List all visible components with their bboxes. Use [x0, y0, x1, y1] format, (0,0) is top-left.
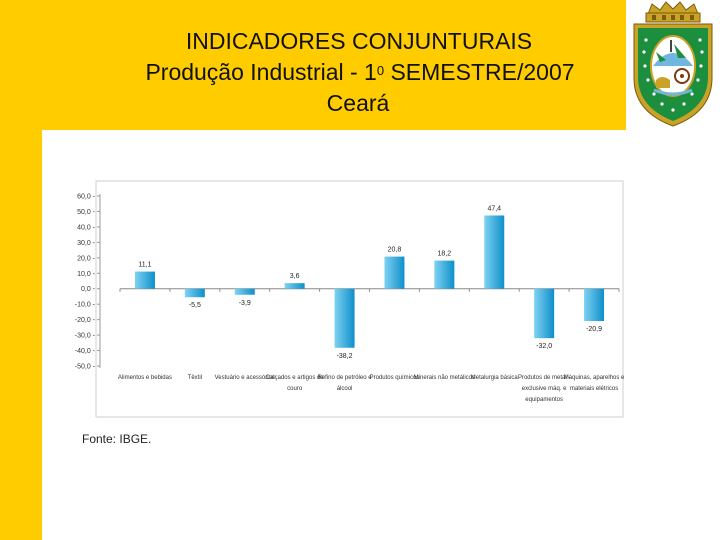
- title-line-2-superscript: 0: [376, 63, 385, 78]
- y-tick-label: 30,0 -: [77, 240, 96, 247]
- category-label: Têxtil: [188, 375, 202, 381]
- title-line-2-prefix: Produção Industrial - 1: [145, 59, 377, 85]
- data-label: -32,0: [536, 343, 552, 350]
- data-label: -20,9: [586, 326, 602, 333]
- y-tick-label: 10,0 -: [77, 271, 96, 278]
- category-label: Produtos químicos: [370, 375, 420, 381]
- chart-frame: [95, 180, 624, 418]
- data-label: -38,2: [337, 353, 353, 360]
- category-label: álcool: [337, 386, 353, 392]
- y-tick-label: -50,0 -: [75, 364, 96, 371]
- bar: [234, 288, 255, 295]
- source-note: Fonte: IBGE.: [82, 432, 152, 446]
- title-line-2-suffix: SEMESTRE/2007: [384, 59, 575, 85]
- category-label: exclusive máq. e: [522, 386, 567, 392]
- y-tick-label: 0,0 -: [81, 286, 96, 293]
- data-label: -5,5: [189, 302, 201, 309]
- data-label: -3,9: [239, 300, 251, 307]
- data-label: 3,6: [290, 273, 300, 280]
- ceara-crest-icon: [633, 1, 713, 127]
- bar: [384, 256, 405, 289]
- category-label: Refino de petróleo e: [318, 375, 373, 381]
- category-label: Metalurgia básica: [471, 375, 519, 381]
- category-label: Alimentos e bebidas: [118, 375, 172, 381]
- category-label: Máquinas, aparelhos e: [564, 375, 625, 381]
- bar: [434, 260, 455, 289]
- slide-title: INDICADORES CONJUNTURAIS Produção Indust…: [0, 26, 720, 119]
- category-label: materiais elétricos: [570, 386, 618, 392]
- bar: [534, 288, 555, 339]
- bar: [334, 288, 355, 348]
- bar: [184, 288, 205, 298]
- data-label: 18,2: [438, 251, 452, 258]
- bar: [584, 288, 605, 322]
- y-tick-label: -10,0 -: [75, 302, 96, 309]
- content-panel: 60,0 - 50,0 - 40,0 - 30,0 - 20,0 - 10,0 - 0,0 …: [42, 130, 720, 540]
- y-tick-label: -40,0 -: [75, 348, 96, 355]
- category-label: equipamentos: [525, 397, 563, 403]
- category-label: Calçados e artigos de: [266, 375, 325, 381]
- crest-panel: [626, 0, 720, 130]
- data-label: 11,1: [138, 262, 151, 269]
- title-line-1: INDICADORES CONJUNTURAIS: [185, 28, 533, 54]
- category-label: Produtos de metal -: [518, 375, 570, 381]
- data-label: 47,4: [487, 205, 501, 212]
- bar: [284, 283, 305, 289]
- bar: [484, 215, 505, 289]
- title-line-3: Ceará: [326, 90, 390, 116]
- bar: [134, 271, 155, 289]
- title-line-2: Produção Industrial - 10 SEMESTRE/2007: [0, 57, 720, 88]
- y-tick-label: -30,0 -: [75, 333, 96, 340]
- y-tick-label: 20,0 -: [77, 255, 96, 262]
- category-label: Minerais não metálicos: [414, 375, 475, 381]
- data-label: 20,8: [388, 247, 402, 254]
- y-tick-label: 40,0 -: [77, 224, 96, 231]
- y-tick-label: 50,0 -: [77, 209, 96, 216]
- y-tick-label: 60,0 -: [77, 194, 96, 201]
- category-label: Vestuário e acessórios: [215, 375, 275, 381]
- production-bar-chart: 60,0 - 50,0 - 40,0 - 30,0 - 20,0 - 10,0 - 0,0 …: [75, 180, 625, 418]
- y-tick-label: -20,0 -: [75, 317, 96, 324]
- category-label: couro: [287, 386, 303, 392]
